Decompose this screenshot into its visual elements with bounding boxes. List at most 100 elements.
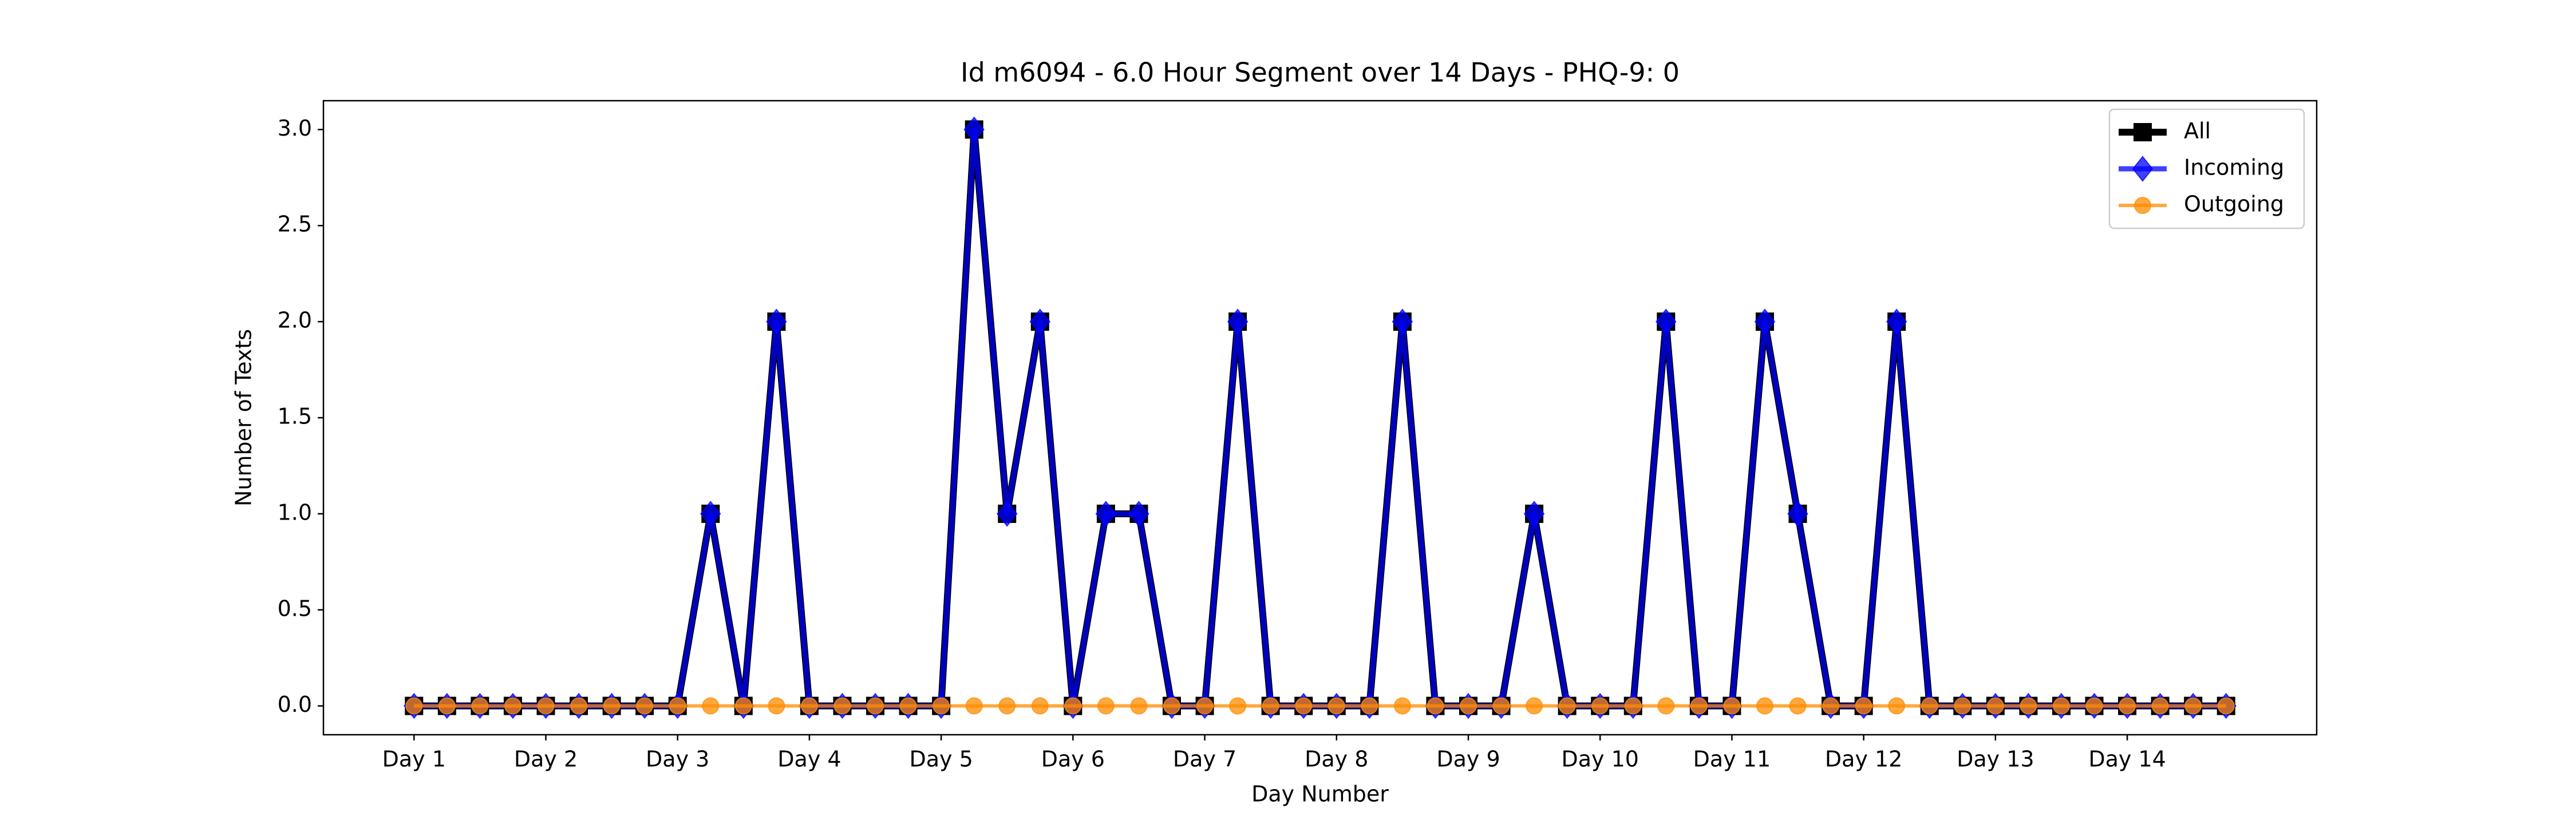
marker (1723, 697, 1741, 715)
marker (1392, 308, 1413, 335)
x-tick-label: Day 8 (1305, 747, 1368, 772)
y-tick-label: 2.0 (278, 308, 312, 333)
x-tick-label: Day 5 (909, 747, 973, 772)
marker (1624, 697, 1642, 715)
marker (1822, 697, 1840, 715)
x-tick-label: Day 7 (1173, 747, 1236, 772)
series-line (414, 126, 2226, 710)
marker (1921, 697, 1938, 715)
marker (1229, 697, 1247, 715)
marker (1262, 697, 1279, 715)
y-tick-label: 1.0 (278, 500, 312, 525)
marker (438, 697, 456, 715)
marker (2052, 697, 2070, 715)
marker (766, 308, 787, 335)
x-tick-label: Day 3 (646, 747, 709, 772)
x-tick-label: Day 4 (777, 747, 841, 772)
marker (669, 697, 686, 715)
marker (2184, 697, 2202, 715)
marker (1031, 697, 1049, 715)
marker (1459, 697, 1477, 715)
x-tick-label: Day 1 (382, 747, 446, 772)
marker (2151, 697, 2169, 715)
marker (1558, 697, 1576, 715)
marker (504, 697, 521, 715)
marker (471, 697, 489, 715)
marker (1393, 697, 1411, 715)
marker (702, 697, 720, 715)
marker (1787, 501, 1808, 527)
marker (1097, 697, 1115, 715)
marker (537, 697, 555, 715)
marker (1690, 697, 1708, 715)
plot-frame (322, 100, 2318, 736)
y-tick-label: 2.5 (278, 212, 312, 237)
marker (1492, 697, 1510, 715)
marker (2085, 697, 2103, 715)
marker (2134, 197, 2151, 214)
marker (1163, 697, 1181, 715)
legend-box (2108, 108, 2305, 229)
x-tick-label: Day 11 (1693, 747, 1771, 772)
marker (2217, 697, 2235, 715)
x-tick-label: Day 13 (1957, 747, 2034, 772)
marker (867, 697, 884, 715)
x-tick-label: Day 6 (1041, 747, 1105, 772)
marker (1295, 697, 1313, 715)
y-tick-label: 3.0 (278, 116, 312, 141)
marker (800, 697, 818, 715)
marker (1128, 501, 1149, 527)
marker (734, 697, 752, 715)
marker (833, 697, 851, 715)
x-tick-label: Day 10 (1561, 747, 1638, 772)
y-tick-label: 0.0 (278, 692, 312, 717)
marker (1855, 697, 1872, 715)
y-tick-label: 0.5 (278, 596, 312, 621)
chart-title: Id m6094 - 6.0 Hour Segment over 14 Days… (961, 57, 1680, 88)
marker (1888, 697, 1906, 715)
marker (1754, 308, 1776, 335)
marker (2020, 697, 2037, 715)
marker (1064, 697, 1082, 715)
marker (1526, 697, 1543, 715)
marker (965, 697, 983, 715)
marker (405, 697, 423, 715)
marker (2134, 123, 2152, 141)
marker (996, 501, 1018, 527)
marker (1656, 308, 1677, 335)
marker (1361, 697, 1378, 715)
y-tick-label: 1.5 (278, 404, 312, 429)
series-line (414, 126, 2226, 709)
legend: All Incoming Outgoing (2108, 108, 2305, 229)
marker (1886, 308, 1907, 335)
marker (636, 697, 654, 715)
marker (1954, 697, 1971, 715)
marker (700, 501, 721, 527)
marker (998, 697, 1016, 715)
x-tick-label: Day 12 (1825, 747, 1902, 772)
marker (1986, 697, 2004, 715)
marker (1523, 501, 1545, 527)
marker (2132, 156, 2154, 182)
legend-label: All (2184, 118, 2211, 144)
marker (570, 697, 588, 715)
x-axis-label: Day Number (1251, 782, 1389, 807)
marker (1095, 501, 1117, 527)
marker (1591, 697, 1609, 715)
legend-label: Incoming (2184, 155, 2284, 180)
marker (1227, 308, 1249, 335)
marker (1196, 697, 1214, 715)
marker (1327, 697, 1345, 715)
marker (1657, 697, 1675, 715)
x-tick-label: Day 9 (1436, 747, 1500, 772)
marker (768, 697, 785, 715)
marker (963, 116, 985, 143)
marker (933, 697, 950, 715)
marker (899, 697, 917, 715)
y-axis-label: Number of Texts (231, 329, 256, 506)
x-tick-label: Day 2 (514, 747, 578, 772)
x-tick-label: Day 14 (2088, 747, 2166, 772)
marker (1756, 697, 1773, 715)
